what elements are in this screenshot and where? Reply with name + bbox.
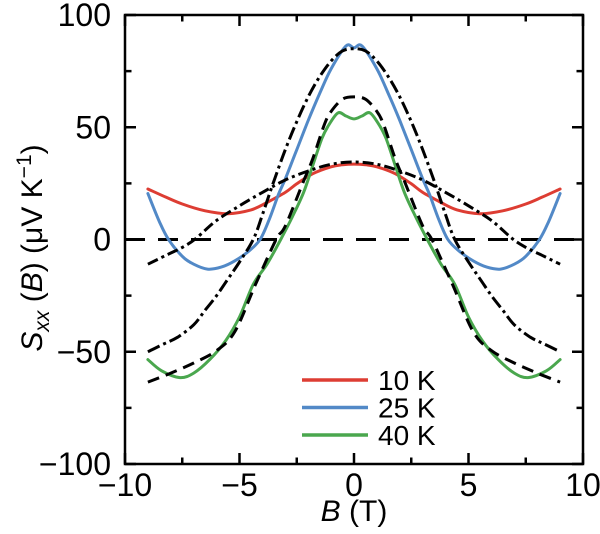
x-tick-label: 5 [460,467,478,503]
curve-40-k-fit [147,95,561,384]
legend-label-25-k: 25 K [378,393,436,424]
y-axis-exponent: −1 [13,154,36,179]
y-axis-subscript: xx [31,310,54,332]
x-tick-label: 10 [565,467,600,503]
x-tick-label: −5 [221,467,257,503]
curve-10-k-fit [147,160,561,266]
x-tick-label: 0 [345,467,363,503]
y-axis-symbol: S [16,331,49,352]
y-tick-label: 0 [93,222,111,258]
y-axis-label: Sxx (B) (μV K−1) [13,28,54,468]
curve-10-k-data [146,162,562,216]
curve-40-k-data [146,111,562,380]
legend-label-40-k: 40 K [378,420,436,451]
curve-25-k-fit [147,47,561,354]
y-tick-label: −100 [39,446,111,482]
y-axis-argument: B [16,272,49,293]
y-tick-label: −50 [57,334,111,370]
curve-25-k-data [146,43,562,271]
x-axis-unit: (T) [340,495,388,528]
x-axis-label: B (T) [125,495,583,531]
y-tick-label: 50 [75,109,111,145]
y-axis-units: ) (μV K [16,178,49,273]
y-axis-units-close: ) [16,144,49,155]
y-axis-paren: ( [16,292,49,311]
y-tick-label: 100 [58,0,111,33]
legend-label-10-k: 10 K [378,365,436,396]
x-axis-symbol: B [320,495,341,528]
x-tick-label: −10 [98,467,152,503]
